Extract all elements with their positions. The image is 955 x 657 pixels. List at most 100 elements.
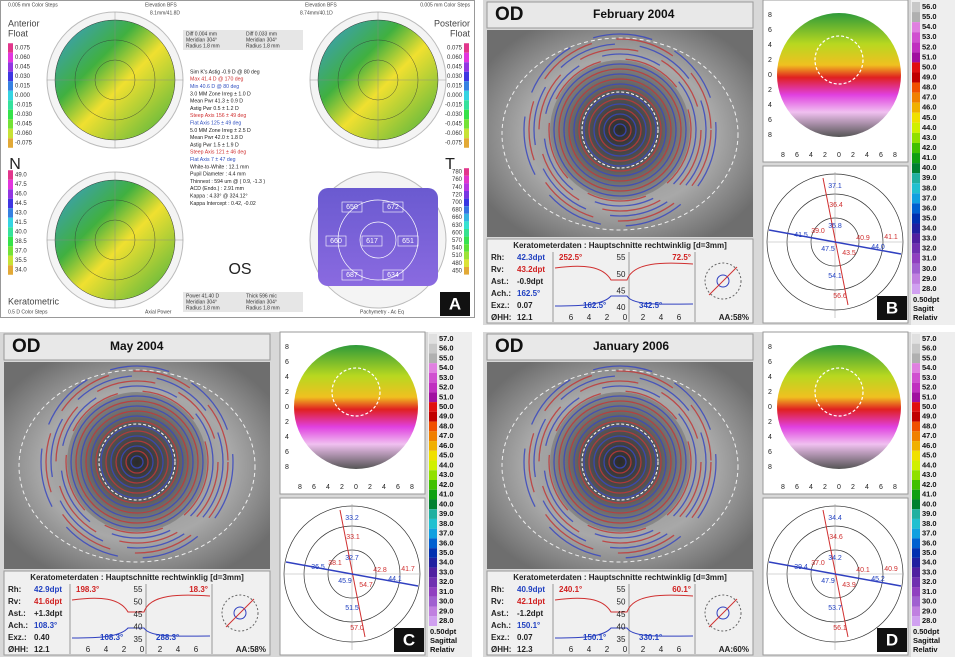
map-y-tick: 6 xyxy=(768,449,772,456)
map-y-tick: 8 xyxy=(768,12,772,19)
scale-swatch xyxy=(912,183,920,194)
scale-label: 600 xyxy=(452,230,463,236)
graph-x-tick: 6 xyxy=(677,313,682,322)
map-y-tick: 2 xyxy=(768,419,772,426)
scale-label: -0.030 xyxy=(15,112,33,118)
scale-swatch xyxy=(912,213,920,224)
scale-label: 42.0 xyxy=(439,480,454,489)
scale-swatch xyxy=(429,606,437,617)
scale-label: 49.0 xyxy=(439,412,454,421)
pachy-point-box xyxy=(341,269,363,281)
scale-swatch xyxy=(912,363,920,373)
table-key: ØHH: xyxy=(491,645,511,654)
header-text: Posterior xyxy=(434,18,470,28)
scale-label: 0.060 xyxy=(447,55,463,61)
map-x-tick: 2 xyxy=(368,484,372,491)
scale-label: 54.0 xyxy=(439,363,454,372)
polar-value: 51.5 xyxy=(345,605,359,612)
scale-label: 54.0 xyxy=(922,22,937,31)
scale-swatch xyxy=(464,109,469,120)
scale-swatch xyxy=(912,538,920,549)
scale-label: 52.0 xyxy=(439,383,454,392)
scale-swatch xyxy=(429,470,437,480)
scale-label: 33.0 xyxy=(922,234,937,243)
polar-value: 54.7 xyxy=(359,582,373,589)
axis-angle: 108.3° xyxy=(100,633,123,642)
scale-label: -0.075 xyxy=(445,141,463,147)
pachy-point: 651 xyxy=(402,238,414,245)
graph-y-tick: 50 xyxy=(617,270,626,279)
scale-swatch xyxy=(912,32,920,43)
polar-value: 35.8 xyxy=(828,223,842,230)
map-y-tick: 8 xyxy=(768,132,772,139)
scale-swatch xyxy=(8,227,13,237)
scale-label: 47.0 xyxy=(922,431,937,440)
scale-swatch xyxy=(912,253,920,264)
polar-value: 32.7 xyxy=(345,555,359,562)
polar-value: 39.0 xyxy=(811,228,825,235)
table-key: Rv: xyxy=(491,597,504,606)
scale-swatch xyxy=(464,198,469,207)
scale-label: 0.030 xyxy=(447,74,463,80)
scale-label: 57.0 xyxy=(922,334,937,343)
polar-value: 42.8 xyxy=(373,567,387,574)
map-x-tick: 4 xyxy=(865,484,869,491)
scale-swatch xyxy=(464,52,469,63)
table-key: Exz.: xyxy=(491,633,510,642)
scale-label: 31.0 xyxy=(439,587,454,596)
graph-x-tick: 6 xyxy=(569,313,574,322)
scale-label: 40.0 xyxy=(439,499,454,508)
table-value: 40.9dpt xyxy=(517,585,545,594)
graph-x-tick: 4 xyxy=(587,645,592,654)
scale-swatch xyxy=(464,168,469,176)
scale-label: 35.0 xyxy=(439,548,454,557)
map-x-tick: 0 xyxy=(354,484,358,491)
scale-swatch xyxy=(429,450,437,461)
scale-label: 570 xyxy=(452,238,463,244)
scale-swatch xyxy=(8,119,13,129)
polar-meridian-blue xyxy=(285,561,419,587)
iris xyxy=(550,392,690,532)
scale-swatch xyxy=(912,450,920,461)
scale-label: 0.015 xyxy=(15,84,31,90)
scale-swatch xyxy=(912,372,920,383)
scale-swatch xyxy=(429,509,437,519)
scale-swatch xyxy=(912,62,920,73)
polar-value: 43.9 xyxy=(842,582,856,589)
scale-label: 47.0 xyxy=(439,431,454,440)
panel-label: A xyxy=(449,294,461,313)
footer-text: 0.5 D Color Steps xyxy=(8,309,48,315)
scale-label: 43.0 xyxy=(439,470,454,479)
map-y-tick: 8 xyxy=(285,344,289,351)
eye-label: OD xyxy=(495,4,524,25)
eye-outline xyxy=(501,369,739,563)
scale-swatch xyxy=(429,577,437,588)
map-x-tick: 4 xyxy=(809,484,813,491)
map-x-tick: 2 xyxy=(340,484,344,491)
scale-label: 37.0 xyxy=(439,529,454,538)
info-text: Pupil Diameter : 4.4 mm xyxy=(190,172,246,178)
polar-value: 44.1 xyxy=(388,576,402,583)
table-value: 12.1 xyxy=(34,645,50,654)
info-text: Steep Axis 156 ± 49 deg xyxy=(190,113,246,119)
scale-label: 32.0 xyxy=(439,577,454,586)
graph-x-tick: 2 xyxy=(641,313,646,322)
scale-label: 44.0 xyxy=(922,123,937,132)
scale-label: 31.0 xyxy=(922,254,937,263)
graph-x-tick: 2 xyxy=(158,645,163,654)
scale-label: 41.0 xyxy=(922,153,937,162)
profile-curve-red xyxy=(554,594,694,613)
scale-label: 35.5 xyxy=(15,258,27,264)
scale-label: 50.0 xyxy=(922,402,937,411)
scale-swatch xyxy=(429,402,437,412)
map-x-tick: 6 xyxy=(396,484,400,491)
scale-swatch xyxy=(464,244,469,252)
map-y-tick: 8 xyxy=(768,464,772,471)
scale-label: 480 xyxy=(452,261,463,267)
panel-label: B xyxy=(886,298,898,317)
info-text: Radius 1.8 mm xyxy=(246,305,280,311)
placido-ring xyxy=(115,440,159,484)
scale-swatch xyxy=(912,460,920,471)
map-zone xyxy=(331,367,381,417)
